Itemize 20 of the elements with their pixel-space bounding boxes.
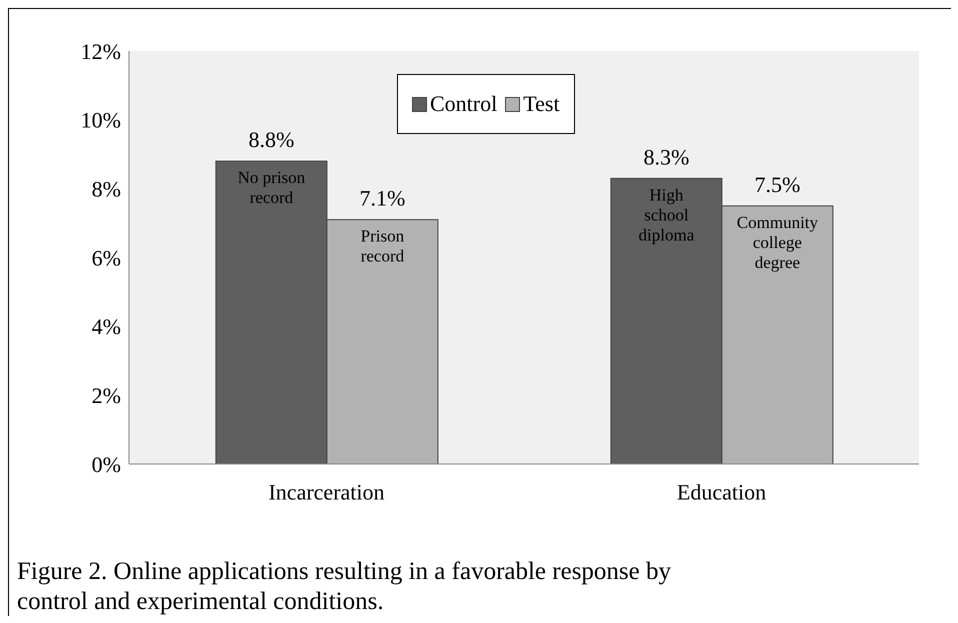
data-label: 8.3% xyxy=(643,144,690,170)
annotation: No prison record xyxy=(238,168,306,208)
annotation: High school diploma xyxy=(638,185,695,244)
annotation: Community college degree xyxy=(736,212,819,272)
data-label: 7.5% xyxy=(754,172,800,197)
y-tick-label: 6% xyxy=(92,245,121,270)
x-tick-label: Education xyxy=(676,480,766,505)
y-tick-label: 4% xyxy=(92,314,121,340)
annotation: Prison record xyxy=(360,226,405,266)
y-tick-label: 10% xyxy=(80,108,121,133)
y-tick-label: 8% xyxy=(92,176,121,202)
data-label: 8.8% xyxy=(248,127,294,152)
legend-label: Control xyxy=(429,91,498,117)
x-tick-label: Incarceration xyxy=(268,480,385,505)
data-label: 7.1% xyxy=(359,186,406,211)
y-tick-label: 12% xyxy=(80,38,121,64)
y-tick-label: 2% xyxy=(92,382,121,408)
caption: Figure 2. Online applications resulting in a favorable response by control and experimental conditions. xyxy=(17,557,672,617)
y-tick-label: 0% xyxy=(92,452,121,477)
legend-label: Test xyxy=(522,91,560,117)
